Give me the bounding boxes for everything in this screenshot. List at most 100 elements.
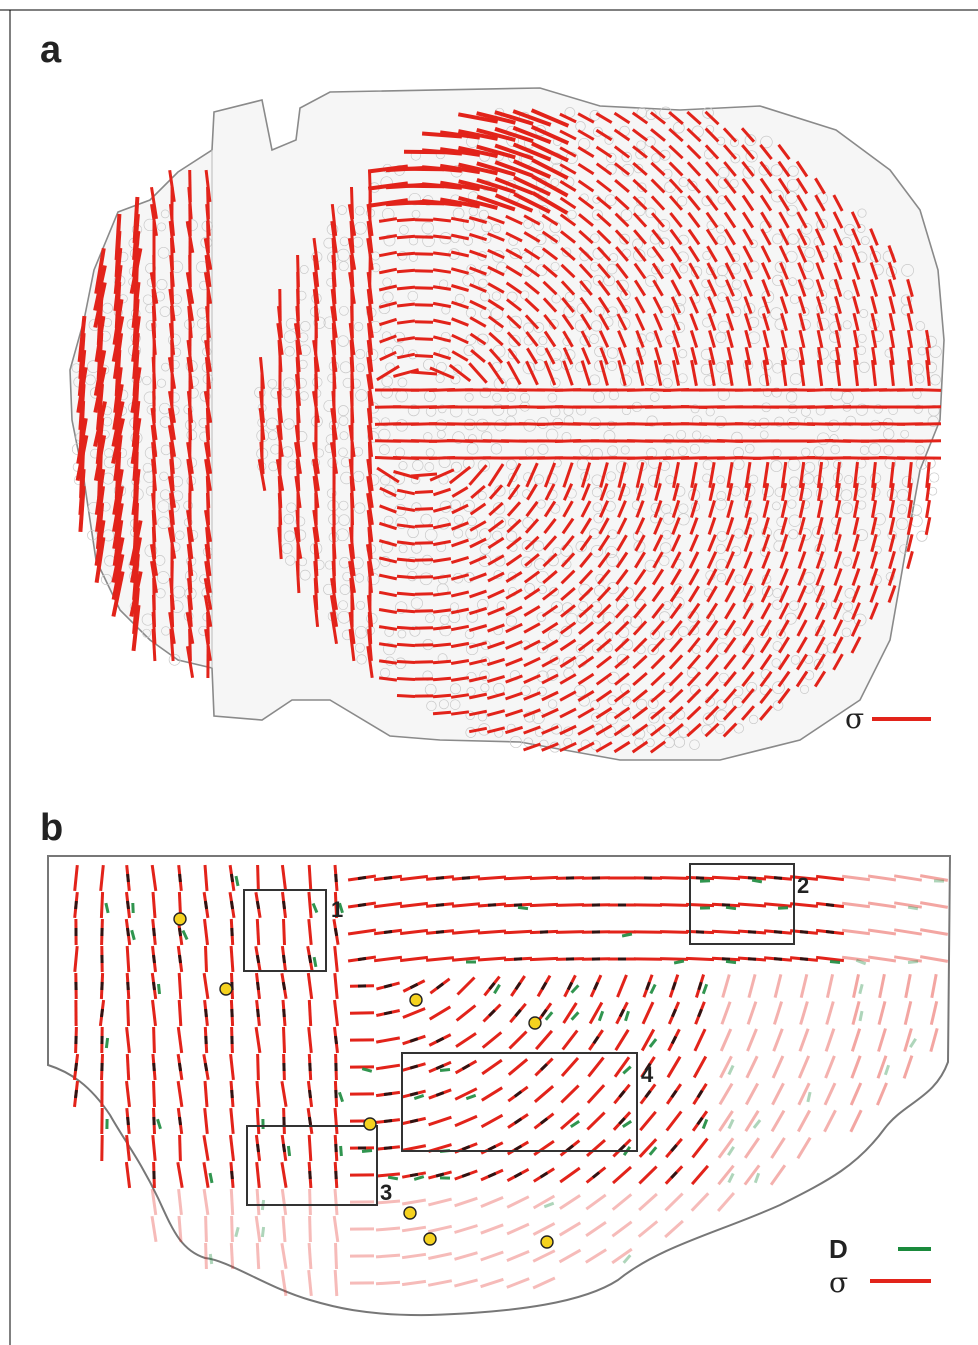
stress-segment <box>631 128 649 142</box>
cell-outline <box>353 322 364 332</box>
stress-segment <box>853 359 859 387</box>
stress-segment <box>259 390 265 424</box>
stress-segment <box>532 1222 556 1236</box>
stress-segment <box>367 628 373 662</box>
cell-outline <box>380 475 391 486</box>
stress-segment <box>617 360 627 386</box>
stress-segment <box>686 654 702 670</box>
stress-segment <box>523 231 541 243</box>
stress-segment <box>543 330 557 348</box>
stress-segment <box>506 360 522 386</box>
stress-segment <box>414 286 434 290</box>
stress-segment <box>375 1280 401 1286</box>
stress-segment <box>414 354 434 358</box>
deformation-segment <box>569 1119 581 1129</box>
overlap-segment <box>565 1144 575 1152</box>
cell-outline <box>622 305 631 314</box>
stress-segment <box>306 972 314 1000</box>
stress-segment <box>649 740 667 754</box>
stress-segment <box>204 254 212 288</box>
cell-outline <box>550 234 561 245</box>
stress-segment <box>379 486 397 498</box>
stress-segment <box>439 130 481 140</box>
stress-segment <box>487 588 505 600</box>
stress-segment <box>798 329 806 349</box>
cell-outline <box>520 685 531 696</box>
stress-segment <box>659 876 689 880</box>
stress-segment <box>777 160 791 178</box>
stress-segment <box>795 670 809 688</box>
stress-segment <box>513 175 551 197</box>
overlap-segment <box>409 1037 419 1043</box>
stress-segment <box>726 329 734 349</box>
cell-outline <box>606 347 619 359</box>
stress-segment <box>615 551 629 569</box>
stress-segment <box>723 161 737 177</box>
cell-outline <box>524 447 535 457</box>
cell-outline <box>338 500 349 511</box>
stress-segment <box>330 577 338 611</box>
stress-segment <box>348 526 356 560</box>
cell-outline <box>144 446 158 460</box>
overlap-segment <box>435 1064 445 1070</box>
stress-segment <box>816 499 824 519</box>
cell-outline <box>772 700 784 711</box>
stress-segment <box>841 928 871 936</box>
stress-segment <box>597 279 611 297</box>
cell-outline <box>883 445 894 456</box>
cell-outline <box>896 517 909 531</box>
stress-segment <box>635 359 645 387</box>
stress-segment <box>523 605 541 617</box>
overlap-segment <box>644 1062 652 1072</box>
stress-segment <box>429 468 455 482</box>
stress-segment <box>650 688 666 704</box>
cell-outline <box>702 712 716 725</box>
stress-segment <box>378 267 398 275</box>
overlap-segment <box>645 981 651 991</box>
stress-segment <box>454 1196 478 1208</box>
stress-segment <box>889 461 895 489</box>
stress-segment <box>559 1166 581 1184</box>
stress-segment <box>759 705 773 721</box>
yellow-marker <box>528 1016 542 1030</box>
stress-segment <box>560 263 576 279</box>
stress-segment <box>724 245 736 263</box>
stress-segment <box>919 901 949 909</box>
stress-segment <box>796 636 808 654</box>
cell-outline <box>533 474 544 485</box>
stress-segment <box>654 346 662 366</box>
stress-segment <box>816 516 824 536</box>
stress-segment <box>399 874 429 882</box>
overlap-segment <box>435 1036 445 1044</box>
stress-segment <box>333 891 339 919</box>
stress-segment <box>903 1028 913 1052</box>
overlap-segment <box>334 1035 338 1045</box>
cell-outline <box>588 528 600 540</box>
cell-outline <box>337 205 347 215</box>
cell-outline <box>550 261 560 272</box>
stress-segment <box>771 1082 785 1106</box>
stress-segment <box>523 742 541 752</box>
stress-segment <box>73 945 79 973</box>
stress-segment <box>526 347 538 365</box>
stress-segment <box>307 1134 313 1162</box>
stress-segment <box>505 657 523 667</box>
cell-outline <box>607 529 618 540</box>
stress-segment <box>505 281 523 295</box>
deformation-segment <box>622 1065 632 1075</box>
stress-segment <box>634 296 646 314</box>
stress-segment <box>595 112 613 124</box>
stress-segment <box>451 486 469 498</box>
cell-outline <box>896 504 908 515</box>
stress-segment <box>202 1161 210 1189</box>
stress-segment <box>635 330 645 348</box>
stress-segment <box>778 619 790 637</box>
cell-outline <box>160 209 170 219</box>
stress-segment <box>469 520 487 532</box>
cell-outline <box>465 727 477 738</box>
stress-segment <box>780 346 788 366</box>
cell-outline <box>380 417 391 427</box>
cell-outline <box>842 556 853 567</box>
overlap-segment <box>670 1144 678 1152</box>
overlap-segment <box>204 1008 208 1018</box>
